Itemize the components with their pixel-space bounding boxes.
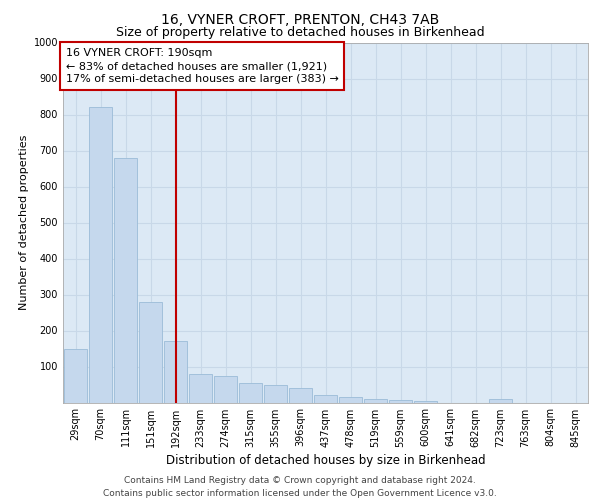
Bar: [339, 397, 362, 402]
Y-axis label: Number of detached properties: Number of detached properties: [19, 135, 29, 310]
Bar: [264, 384, 287, 402]
Bar: [114, 158, 137, 402]
Bar: [64, 348, 87, 403]
Bar: [364, 399, 387, 402]
Bar: [164, 342, 187, 402]
Text: Size of property relative to detached houses in Birkenhead: Size of property relative to detached ho…: [116, 26, 484, 39]
X-axis label: Distribution of detached houses by size in Birkenhead: Distribution of detached houses by size …: [166, 454, 485, 466]
Text: 16 VYNER CROFT: 190sqm
← 83% of detached houses are smaller (1,921)
17% of semi-: 16 VYNER CROFT: 190sqm ← 83% of detached…: [65, 48, 338, 84]
Bar: [389, 400, 412, 402]
Bar: [414, 400, 437, 402]
Bar: [489, 399, 512, 402]
Bar: [139, 302, 162, 402]
Bar: [214, 376, 237, 402]
Bar: [89, 108, 112, 403]
Bar: [289, 388, 312, 402]
Bar: [314, 396, 337, 402]
Text: 16, VYNER CROFT, PRENTON, CH43 7AB: 16, VYNER CROFT, PRENTON, CH43 7AB: [161, 12, 439, 26]
Bar: [189, 374, 212, 402]
Text: Contains HM Land Registry data © Crown copyright and database right 2024.
Contai: Contains HM Land Registry data © Crown c…: [103, 476, 497, 498]
Bar: [239, 382, 262, 402]
